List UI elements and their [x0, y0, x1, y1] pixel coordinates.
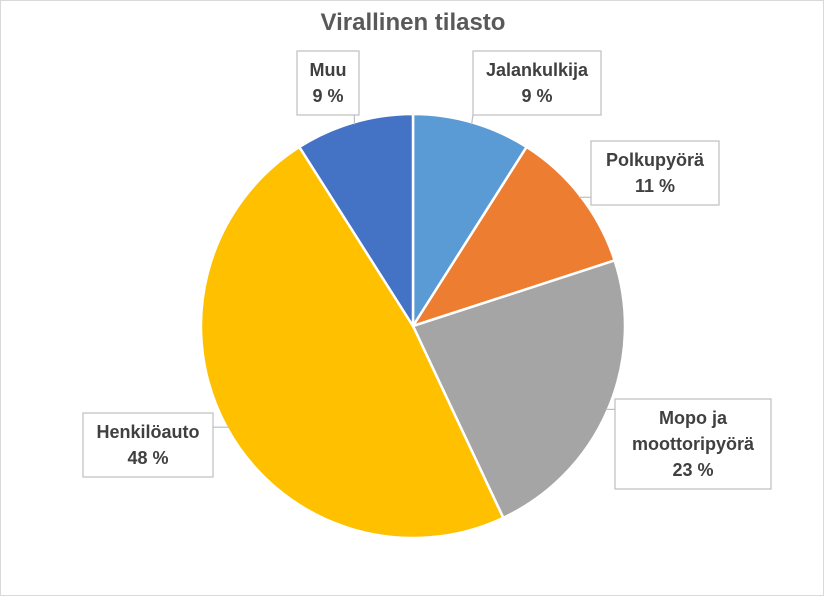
data-label-mopo-ja-moottoripyora: Mopo ja moottoripyörä 23 %: [614, 398, 772, 490]
data-label-jalankulkija: Jalankulkija 9 %: [472, 50, 602, 116]
data-label-category: Polkupyörä: [606, 150, 705, 170]
data-label-value: 11 %: [635, 176, 675, 196]
pie-slice-polkupyora: [410, 145, 617, 329]
data-label-value: 23 %: [672, 460, 713, 480]
chart-title: Virallinen tilasto: [320, 9, 506, 36]
pie-slice-mopo-ja-moottoripyora: [411, 258, 627, 520]
data-label-box: [614, 398, 772, 490]
data-label-value: 9 %: [521, 86, 552, 106]
data-label-value: 48 %: [127, 448, 168, 468]
data-label-category: Mopo ja: [659, 408, 728, 428]
data-label-polkupyora: Polkupyörä 11 %: [590, 140, 720, 206]
data-label-box: [472, 50, 602, 116]
data-label-value: 9 %: [312, 86, 343, 106]
leader-line-jalankulkija: [471, 114, 474, 125]
data-label-box: [296, 50, 360, 116]
data-label-category: moottoripyörä: [632, 434, 755, 454]
data-label-henkiloauto: Henkilöauto 48 %: [82, 412, 214, 478]
data-label-muu: Muu 9 %: [296, 50, 360, 116]
data-labels: Jalankulkija 9 % Polkupyörä 11 % Mopo ja moot…: [82, 50, 772, 490]
data-label-box: [590, 140, 720, 206]
data-label-category: Henkilöauto: [96, 422, 199, 442]
data-label-category: Jalankulkija: [486, 60, 589, 80]
data-label-box: [82, 412, 214, 478]
pie-slices: [199, 112, 627, 540]
pie-slice-henkiloauto: [199, 145, 505, 540]
data-label-category: Muu: [310, 60, 347, 80]
leader-lines: [213, 114, 615, 428]
